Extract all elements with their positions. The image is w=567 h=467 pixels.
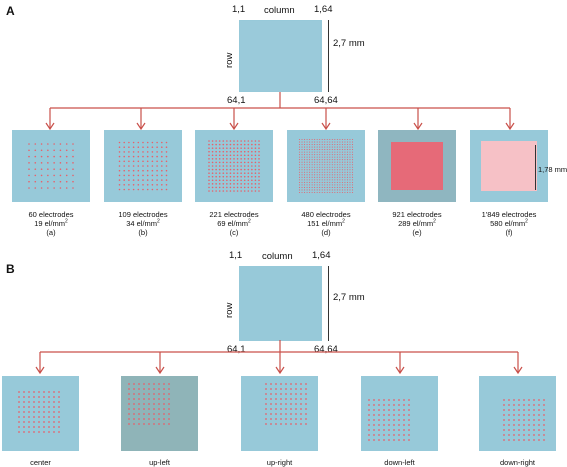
panel-a-inner-scale-bar: [535, 145, 536, 190]
panel-b-label-down-right: down-right: [499, 458, 536, 467]
panel-b-label-down-left: down-left: [384, 458, 415, 467]
electrode-density: 69 el/mm2: [217, 218, 251, 228]
electrode-density: 151 el/mm2: [307, 218, 345, 228]
panel-a-letter: A: [6, 4, 15, 18]
panel-a-arrows: [45, 92, 515, 131]
electrode-density: 580 el/mm2: [490, 218, 528, 228]
panel-a-corner-top-right: 1,64: [314, 4, 333, 15]
panel-b-array-down-right: [479, 376, 556, 451]
panel-a-caption-c: 221 electrodes 69 el/mm2 (c): [194, 210, 274, 237]
panel-a-array-b: [104, 130, 182, 202]
panel-b-label-center: center: [30, 458, 51, 467]
panel-a-caption-a: 60 electrodes 19 el/mm2 (a): [11, 210, 91, 237]
electrode-count: 921 electrodes: [392, 210, 442, 219]
item-letter: (a): [46, 228, 56, 237]
panel-a-scale-bar: [328, 20, 329, 92]
panel-b-scale-label: 2,7 mm: [333, 292, 365, 303]
electrode-count: 221 electrodes: [209, 210, 259, 219]
panel-b-letter: B: [6, 262, 15, 276]
panel-b-main-array: [239, 266, 322, 341]
panel-b-corner-top-right: 1,64: [312, 250, 331, 261]
panel-a-array-d: [287, 130, 365, 202]
panel-b-array-center: [2, 376, 79, 451]
panel-b-arrows: [35, 340, 523, 375]
panel-b-scale-bar: [328, 266, 329, 341]
item-letter: (f): [505, 228, 513, 237]
panel-a-array-c: [195, 130, 273, 202]
panel-b-corner-top-left: 1,1: [229, 250, 243, 261]
panel-b-corner-bottom-left: 64,1: [227, 344, 246, 355]
panel-a-corner-bottom-right: 64,64: [314, 95, 338, 106]
item-letter: (c): [229, 228, 239, 237]
item-letter: (d): [321, 228, 331, 237]
panel-a-array-a: [12, 130, 90, 202]
panel-a-array-e: [378, 130, 456, 202]
panel-a-caption-d: 480 electrodes 151 el/mm2 (d): [286, 210, 366, 237]
panel-b-array-down-left: [361, 376, 438, 451]
electrode-density: 289 el/mm2: [398, 218, 436, 228]
panel-b-array-up-left: [121, 376, 198, 451]
panel-a-caption-e: 921 electrodes 289 el/mm2 (e): [377, 210, 457, 237]
panel-a-corner-bottom-left: 64,1: [227, 95, 246, 106]
electrode-count: 480 electrodes: [301, 210, 351, 219]
panel-a-inner-scale-label: 1,78 mm: [538, 165, 567, 174]
item-letter: (e): [412, 228, 422, 237]
panel-a-row-label: row: [224, 52, 235, 68]
electrode-count: 1'849 electrodes: [481, 210, 537, 219]
panel-b-row-label: row: [224, 302, 235, 318]
panel-a-scale-label: 2,7 mm: [333, 38, 365, 49]
panel-a-array-f: [470, 130, 548, 202]
panel-a-main-array: [239, 20, 322, 92]
item-letter: (b): [138, 228, 148, 237]
electrode-density: 19 el/mm2: [34, 218, 68, 228]
panel-b-array-up-right: [241, 376, 318, 451]
panel-a-caption-b: 109 electrodes 34 el/mm2 (b): [103, 210, 183, 237]
panel-b-corner-bottom-right: 64,64: [314, 344, 338, 355]
electrode-count: 60 electrodes: [28, 210, 74, 219]
panel-b-label-up-right: up-right: [266, 458, 293, 467]
electrode-density: 34 el/mm2: [126, 218, 160, 228]
panel-a-caption-f: 1'849 electrodes 580 el/mm2 (f): [469, 210, 549, 237]
panel-a-column-label: column: [264, 5, 295, 16]
panel-b-column-label: column: [262, 251, 293, 262]
electrode-count: 109 electrodes: [118, 210, 168, 219]
panel-a-corner-top-left: 1,1: [232, 4, 246, 15]
panel-b-label-up-left: up-left: [149, 458, 170, 467]
